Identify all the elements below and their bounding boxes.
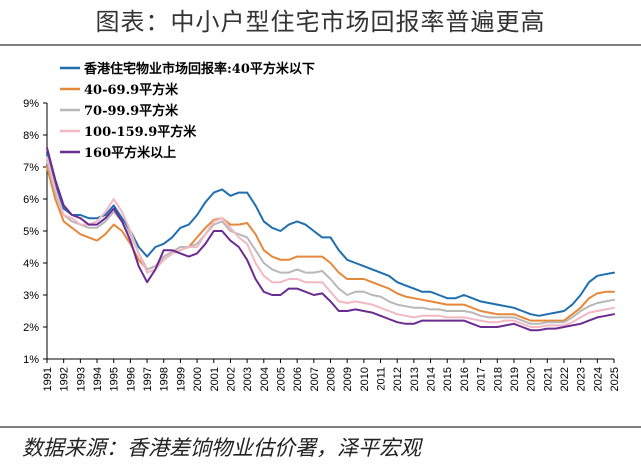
y-tick-label: 7% [23, 162, 39, 174]
x-tick-label: 2008 [326, 367, 338, 391]
y-tick-label: 9% [23, 98, 39, 110]
title-divider [0, 44, 641, 46]
y-tick-label: 8% [23, 130, 39, 142]
x-tick-label: 2018 [492, 367, 504, 391]
y-tick-label: 3% [23, 290, 39, 302]
x-tick-label: 2013 [409, 367, 421, 391]
series-line-4 [46, 156, 615, 328]
y-tick-label: 4% [23, 258, 39, 270]
series-line-3 [46, 159, 615, 325]
x-tick-label: 1994 [92, 367, 104, 391]
x-tick-label: 2005 [275, 367, 287, 391]
x-tick-label: 2019 [509, 367, 521, 391]
x-tick-label: 1995 [109, 367, 121, 391]
y-tick-label: 2% [23, 322, 39, 334]
x-tick-label: 2007 [309, 367, 321, 391]
x-tick-label: 2021 [542, 367, 554, 391]
data-source-note: 数据来源：香港差饷物业估价署，泽平宏观 [22, 436, 421, 460]
x-tick-label: 2014 [426, 367, 438, 391]
x-axis-labels: 1991 1992 1993 1994 1995 1996 1997 1998 1999 2000… [42, 367, 621, 391]
y-tick-label: 6% [23, 194, 39, 206]
series-line-5 [46, 146, 615, 332]
legend-label-1: 香港住宅物业市场回报率:40平方米以下 [83, 61, 315, 77]
legend-label-4: 100-159.9平方米 [84, 124, 197, 140]
x-tick-label: 2022 [559, 367, 571, 391]
x-tick-label: 1999 [175, 367, 187, 391]
x-tick-label: 1996 [125, 367, 137, 391]
x-tick-label: 2023 [576, 367, 588, 391]
x-tick-label: 2017 [476, 367, 488, 391]
legend-label-5: 160平方米以上 [84, 145, 176, 161]
x-tick-label: 2016 [459, 367, 471, 391]
legend-label-3: 70-99.9平方米 [84, 103, 179, 119]
y-tick-label: 5% [23, 226, 39, 238]
y-axis-labels: 1% 2% 3% 4% 5% 6% 7% 8% 9% [23, 98, 39, 366]
x-tick-label: 2010 [359, 367, 371, 391]
x-tick-label: 2002 [225, 367, 237, 391]
x-tick-label: 2025 [609, 367, 621, 391]
x-tick-label: 2001 [209, 367, 221, 391]
x-tick-label: 2012 [392, 367, 404, 391]
chart-series-lines [46, 146, 615, 332]
x-tick-label: 1997 [142, 367, 154, 391]
series-line-1 [46, 153, 615, 317]
x-tick-label: 2006 [292, 367, 304, 391]
x-tick-label: 2024 [592, 367, 604, 391]
x-tick-label: 2020 [526, 367, 538, 391]
chart-axes [43, 102, 615, 363]
x-tick-label: 1998 [159, 367, 171, 391]
x-tick-label: 2009 [342, 367, 354, 391]
x-tick-label: 1993 [75, 367, 87, 391]
y-tick-label: 1% [23, 354, 39, 366]
x-tick-label: 1992 [59, 367, 71, 391]
x-tick-label: 2015 [442, 367, 454, 391]
x-tick-label: 1991 [42, 367, 54, 391]
legend-label-2: 40-69.9平方米 [84, 82, 179, 98]
series-line-2 [46, 166, 615, 322]
x-tick-label: 2011 [376, 367, 388, 391]
x-tick-label: 2004 [259, 367, 271, 391]
chart-legend: 香港住宅物业市场回报率:40平方米以下 40-69.9平方米 70-99.9平方米 1… [60, 61, 315, 161]
page-title: 图表：中小户型住宅市场回报率普遍更高 [95, 8, 546, 36]
line-chart: 1%2%3%4%5%6%7%8%9% 1991 1992 1993 1994 1995 1… [23, 61, 621, 391]
x-tick-label: 2003 [242, 367, 254, 391]
x-tick-label: 2000 [192, 367, 204, 391]
footer-divider [0, 426, 641, 428]
